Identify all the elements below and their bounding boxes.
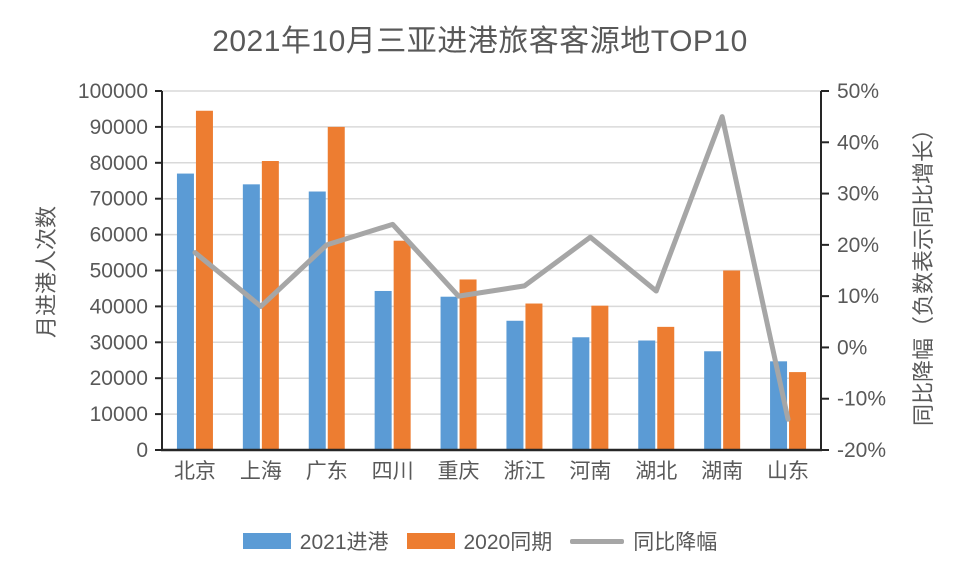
right-tick-label-50: 50% xyxy=(837,80,879,103)
bar-2020同期-广东 xyxy=(327,126,345,451)
category-label-山东: 山东 xyxy=(767,460,809,483)
left-tick-label-10000: 10000 xyxy=(90,403,148,426)
legend-label-2020: 2020同期 xyxy=(463,531,553,554)
right-tick-label-30: 30% xyxy=(837,183,879,206)
category-label-广东: 广东 xyxy=(306,460,348,483)
bar-2020同期-山东 xyxy=(789,372,807,450)
left-tick-label-30000: 30000 xyxy=(90,331,148,354)
category-label-河南: 河南 xyxy=(569,460,611,483)
left-tick-label-50000: 50000 xyxy=(90,260,148,283)
left-tick-label-90000: 90000 xyxy=(90,116,148,139)
left-tick-label-70000: 70000 xyxy=(90,188,148,211)
category-label-重庆: 重庆 xyxy=(438,460,480,483)
bar-2020同期-北京 xyxy=(195,110,213,451)
bar-2021进港-北京 xyxy=(176,173,194,450)
category-label-四川: 四川 xyxy=(372,460,414,483)
legend-label-2021: 2021进港 xyxy=(299,531,389,554)
bar-2020同期-上海 xyxy=(261,161,279,450)
bar-2021进港-广东 xyxy=(308,191,326,450)
category-label-湖南: 湖南 xyxy=(701,460,743,483)
bar-2021进港-湖南 xyxy=(704,351,722,450)
bar-2021进港-四川 xyxy=(374,290,392,450)
right-tick-label-10: 10% xyxy=(837,285,879,308)
left-axis-title: 月进港人次数 xyxy=(34,206,59,339)
bar-2020同期-四川 xyxy=(393,240,411,450)
left-tick-label-0: 0 xyxy=(136,439,148,462)
left-tick-label-60000: 60000 xyxy=(90,224,148,247)
bar-2021进港-湖北 xyxy=(638,340,656,450)
bar-2021进港-上海 xyxy=(242,184,260,450)
bar-2020同期-湖南 xyxy=(723,270,741,450)
bar-2020同期-河南 xyxy=(591,305,609,450)
category-label-湖北: 湖北 xyxy=(635,460,677,483)
bar-2020同期-湖北 xyxy=(657,326,675,450)
bar-2020同期-浙江 xyxy=(525,303,543,450)
bar-2021进港-浙江 xyxy=(506,320,524,450)
legend-item-2020: 2020同期 xyxy=(406,526,553,556)
right-axis-title: 同比降幅（负数表示同比增长） xyxy=(911,118,936,427)
right-tick-label-20: 20% xyxy=(837,234,879,257)
category-label-北京: 北京 xyxy=(174,460,216,483)
trend-line xyxy=(192,114,791,422)
bar-2020同期-重庆 xyxy=(459,279,477,450)
right-tick-label--20: -20% xyxy=(837,439,886,462)
chart-title: 2021年10月三亚进港旅客客源地TOP10 xyxy=(212,25,748,58)
bar-2021进港-重庆 xyxy=(440,296,458,450)
legend-swatch-trend-icon xyxy=(570,538,625,544)
left-tick-label-20000: 20000 xyxy=(90,367,148,390)
legend-label-trend: 同比降幅 xyxy=(633,531,718,554)
left-tick-label-80000: 80000 xyxy=(90,152,148,175)
right-tick-label-0: 0% xyxy=(837,336,867,359)
left-tick-label-40000: 40000 xyxy=(90,295,148,318)
right-tick-label-40: 40% xyxy=(837,131,879,154)
right-tick-label--10: -10% xyxy=(837,388,886,411)
legend-swatch-2021-icon xyxy=(242,533,291,549)
legend-item-2021: 2021进港 xyxy=(242,526,389,556)
legend-item-trend: 同比降幅 xyxy=(570,526,717,556)
legend: 2021进港 2020同期 同比降幅 xyxy=(0,526,960,556)
bar-2021进港-河南 xyxy=(572,337,590,450)
category-label-浙江: 浙江 xyxy=(503,460,545,483)
category-label-上海: 上海 xyxy=(240,460,282,483)
legend-swatch-2020-icon xyxy=(406,533,455,549)
left-tick-label-100000: 100000 xyxy=(78,80,148,103)
